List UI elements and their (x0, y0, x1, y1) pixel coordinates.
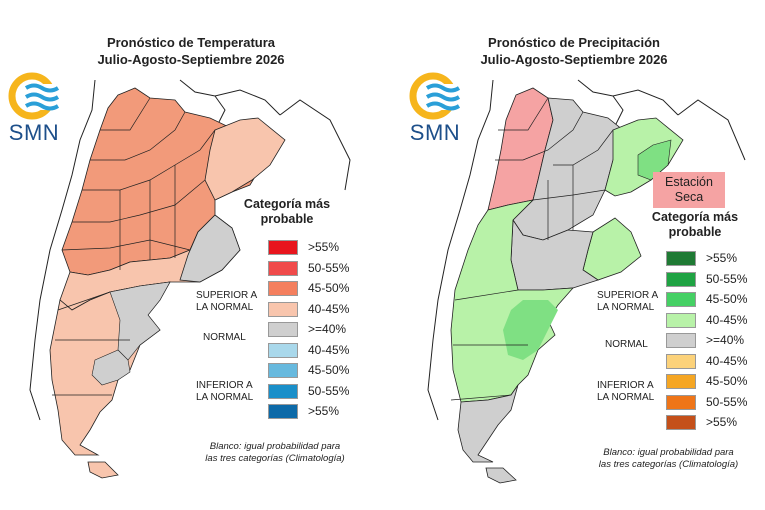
temperature-legend-swatch (268, 383, 298, 399)
precipitation-note-line1: Blanco: igual probabilidad para (603, 447, 734, 458)
temperature-legend-swatch (268, 281, 298, 296)
precipitation-legend-label: 50-55% (706, 271, 748, 286)
temperature-legend-swatch (268, 260, 298, 276)
precipitation-category-normal: NORMAL (605, 339, 648, 350)
smn-sun-waves-icon (8, 72, 64, 120)
precip-region-tierra-del-fuego (485, 467, 517, 484)
precipitation-note-line2: las tres categorías (Climatología) (598, 459, 739, 470)
smn-logo-text: SMN (409, 120, 461, 145)
precipitation-category-below: INFERIOR A LA NORMAL (597, 380, 654, 404)
temperature-title-line2: Julio-Agosto-Septiembre 2026 (97, 52, 285, 67)
temperature-legend-swatch (268, 363, 298, 378)
temperature-legend-swatch (268, 240, 298, 255)
temperature-legend-label: 40-45% (308, 342, 350, 357)
precipitation-legend-label: 45-50% (706, 292, 748, 306)
temperature-legend-swatch (268, 301, 298, 317)
smn-logo-text: SMN (8, 120, 60, 145)
precipitation-legend-swatch (666, 394, 696, 410)
temp-region-northeast (204, 117, 286, 201)
temperature-legend-label: 45-50% (308, 363, 350, 377)
precipitation-legend-swatch (666, 333, 696, 348)
precipitation-legend-label: >55% (706, 251, 738, 265)
precipitation-legend-label: 40-45% (706, 312, 748, 327)
precipitation-legend-label: 45-50% (706, 374, 748, 388)
temperature-note-line2: las tres categorías (Climatología) (205, 453, 345, 464)
precipitation-legend-swatch (666, 415, 696, 430)
precipitation-legend-swatch (666, 312, 696, 328)
temperature-title-line1: Pronóstico de Temperatura (106, 35, 276, 50)
dry-season-label: Estación Seca (653, 172, 725, 208)
temperature-legend-swatch (268, 404, 298, 419)
temperature-legend-title: Categoría más probable (243, 197, 331, 226)
precipitation-legend-label: >55% (706, 415, 738, 429)
smn-sun-waves-icon (409, 72, 465, 120)
temperature-legend-label: 50-55% (308, 383, 350, 398)
precipitation-title-line2: Julio-Agosto-Septiembre 2026 (480, 52, 668, 67)
precipitation-category-above: SUPERIOR A LA NORMAL (597, 290, 658, 314)
temperature-category-normal: NORMAL (203, 332, 246, 343)
precipitation-legend-title: Categoría más probable (651, 210, 739, 239)
temperature-note-line1: Blanco: igual probabilidad para (209, 441, 341, 452)
precipitation-legend-label: >=40% (706, 333, 745, 347)
precipitation-legend-swatch (666, 271, 696, 287)
precipitation-panel: Pronóstico de Precipitación Julio-Agosto… (383, 0, 765, 510)
precipitation-category-above-text: SUPERIOR A LA NORMAL (597, 290, 659, 313)
precipitation-category-below-text: INFERIOR A LA NORMAL (597, 380, 655, 403)
temperature-legend-label: >=40% (308, 322, 347, 336)
precipitation-map (427, 79, 746, 484)
smn-logo: SMN (4, 72, 64, 150)
temperature-panel: Pronóstico de Temperatura Julio-Agosto-S… (0, 0, 382, 510)
temperature-legend-swatch (268, 342, 298, 358)
precipitation-legend-label: 40-45% (706, 353, 748, 368)
temperature-map (29, 79, 351, 479)
temp-region-santa-cruz-gray (91, 349, 131, 386)
temperature-category-above-text: SUPERIOR A LA NORMAL (196, 290, 258, 313)
temperature-legend-label: 50-55% (308, 260, 350, 275)
precipitation-legend-label: 50-55% (706, 394, 748, 409)
precipitation-legend-swatch (666, 353, 696, 369)
temperature-category-below-text: INFERIOR A LA NORMAL (196, 380, 254, 403)
temperature-legend-label: 45-50% (308, 281, 350, 295)
temperature-category-below: INFERIOR A LA NORMAL (196, 380, 253, 404)
temperature-legend-label: >55% (308, 404, 340, 418)
precipitation-title-line1: Pronóstico de Precipitación (488, 35, 660, 50)
province-borders (450, 97, 614, 401)
province-borders (52, 97, 216, 396)
precip-region-misiones-green (637, 139, 672, 181)
temperature-legend-swatch (268, 322, 298, 337)
precipitation-legend-swatch (666, 374, 696, 389)
precipitation-legend-swatch (666, 292, 696, 307)
neighbor-borders (427, 79, 746, 421)
temperature-category-above: SUPERIOR A LA NORMAL (196, 290, 257, 314)
temp-region-buenos-aires (179, 214, 241, 283)
smn-logo: SMN (405, 72, 465, 150)
temp-region-tierra-del-fuego (87, 461, 119, 479)
precipitation-legend-swatch (666, 251, 696, 266)
precip-region-buenos-aires-green (582, 217, 642, 281)
temperature-legend-label: >55% (308, 240, 340, 254)
temperature-legend-label: 40-45% (308, 301, 350, 316)
